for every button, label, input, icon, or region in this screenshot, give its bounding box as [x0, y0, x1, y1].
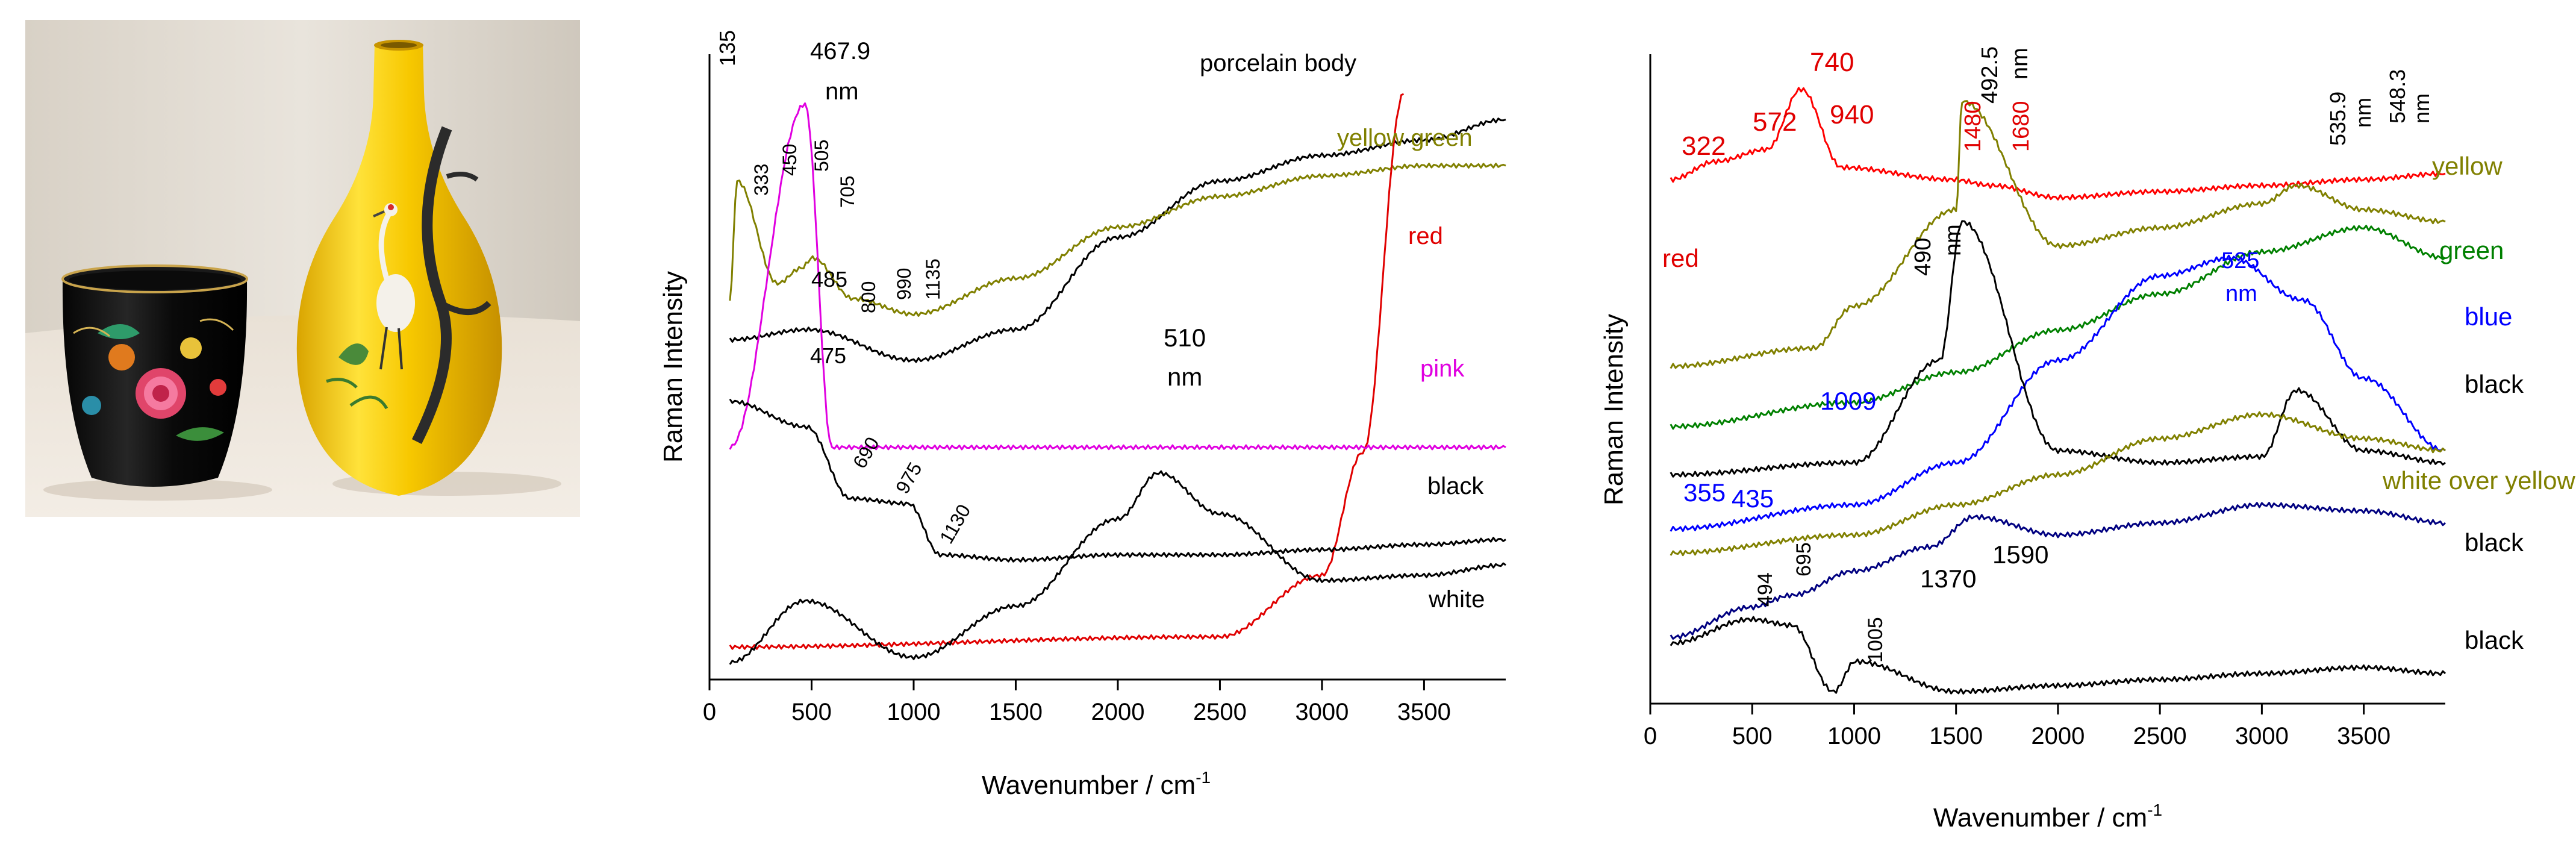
peak-690: 690: [849, 433, 884, 472]
x-tick-label: 1500: [989, 699, 1043, 725]
label-pink: pink: [1420, 355, 1465, 382]
peak-572: 572: [1753, 107, 1797, 137]
x-tick-label: 1000: [887, 699, 940, 725]
peak-548-3: 548.3: [2385, 69, 2410, 123]
series-line-porcelain-body: [729, 117, 1506, 363]
label-black-2: black: [2465, 528, 2524, 557]
yellow-vase: [296, 40, 502, 496]
peak-467-9: 467.9: [810, 38, 870, 64]
peak-492-5-unit: nm: [2007, 48, 2033, 80]
series-line-white: [729, 470, 1506, 665]
peak-492-5: 492.5: [1977, 46, 2003, 104]
peak-450: 450: [779, 144, 800, 176]
peak-705: 705: [837, 176, 858, 208]
label-white-over-yellow: white over yellow: [2382, 466, 2575, 495]
peak-975: 975: [891, 458, 926, 497]
series-line-green: [1670, 225, 2446, 430]
peak-322: 322: [1682, 131, 1726, 161]
x-axis-ticks: 0 500 1000 1500 2000 2500 3000 3500: [1644, 704, 2390, 749]
peak-505: 505: [811, 140, 832, 172]
label-green: green: [2439, 236, 2504, 264]
x-tick-label: 500: [791, 699, 832, 725]
peak-695: 695: [1792, 542, 1815, 577]
peak-490: 490: [1910, 238, 1936, 276]
x-tick-label: 3000: [2235, 723, 2289, 749]
label-black-1: black: [2465, 370, 2524, 398]
peak-494: 494: [1754, 572, 1777, 607]
black-cup: [61, 264, 248, 487]
x-tick-label: 1500: [1929, 723, 1983, 749]
series-group: [1670, 87, 2447, 695]
x-tick-label: 0: [703, 699, 716, 725]
peak-510-unit: nm: [1167, 363, 1202, 391]
peak-467-9-unit: nm: [825, 78, 859, 105]
series-line-pink: [729, 102, 1506, 451]
x-tick-label: 500: [1732, 723, 1773, 749]
peak-1009: 1009: [1820, 387, 1876, 415]
peak-1135: 1135: [922, 258, 944, 300]
series-line-black: [1670, 220, 2446, 478]
peak-740: 740: [1810, 48, 1854, 77]
y-axis-label: Raman Intensity: [658, 271, 688, 463]
x-axis-ticks: 0 500 1000 1500 2000 2500 3000 3500: [703, 680, 1451, 725]
x-tick-label: 2500: [2133, 723, 2187, 749]
x-tick-label: 3500: [1397, 699, 1451, 725]
peak-490-unit: nm: [1941, 224, 1966, 256]
chart-left: 0 500 1000 1500 2000 2500 3000 3500 Raman Inten…: [658, 30, 1506, 800]
series-group: [729, 93, 1506, 665]
peak-1590: 1590: [1992, 540, 2048, 569]
peak-535-9: 535.9: [2325, 92, 2350, 146]
series-line-yellow: [1670, 100, 2446, 369]
label-white: white: [1428, 586, 1485, 613]
label-black-3: black: [2465, 626, 2524, 654]
peak-1680: 1680: [2009, 101, 2034, 152]
chart-right: 0 500 1000 1500 2000 2500 3000 3500 Raman Inten…: [1599, 46, 2575, 833]
peak-1370: 1370: [1920, 564, 1976, 593]
x-axis-label: Wavenumber / cm-1: [1933, 801, 2162, 833]
y-axis-label: Raman Intensity: [1599, 314, 1629, 505]
label-blue: blue: [2465, 302, 2512, 331]
x-tick-label: 1000: [1827, 723, 1881, 749]
peak-548-3-unit: nm: [2409, 93, 2434, 123]
peak-333: 333: [750, 164, 772, 196]
peak-510: 510: [1164, 323, 1206, 352]
photo-illustration: [25, 20, 580, 517]
x-tick-label: 2000: [2031, 723, 2085, 749]
series-line-red: [729, 93, 1405, 650]
series-line-black: [1670, 616, 2447, 695]
peak-525-unit: nm: [2225, 281, 2257, 307]
peak-1130: 1130: [935, 501, 975, 548]
peak-1005: 1005: [1864, 617, 1887, 663]
series-line-blue: [1670, 254, 2446, 532]
peak-435: 435: [1732, 484, 1774, 513]
label-yellow-green: yellow green: [1337, 125, 1473, 151]
x-tick-label: 0: [1644, 723, 1657, 749]
peak-1480: 1480: [1960, 101, 1986, 152]
peak-800: 800: [858, 281, 879, 313]
label-yellow: yellow: [2432, 152, 2503, 180]
series-line-black: [729, 398, 1506, 563]
series-line-white-over-yellow: [1670, 411, 2446, 557]
x-axis-label: Wavenumber / cm-1: [982, 768, 1211, 800]
peak-535-9-unit: nm: [2351, 98, 2375, 128]
series-line-red: [1670, 87, 2446, 201]
peak-485: 485: [811, 267, 847, 292]
x-tick-label: 3000: [1295, 699, 1349, 725]
peak-475: 475: [810, 343, 846, 368]
label-red: red: [1408, 223, 1443, 249]
x-tick-label: 3500: [2337, 723, 2390, 749]
peak-990: 990: [893, 268, 915, 300]
peak-135: 135: [715, 30, 740, 66]
label-red: red: [1662, 244, 1699, 272]
peak-940: 940: [1830, 100, 1874, 130]
label-black: black: [1427, 473, 1484, 499]
series-line-black: [1670, 502, 2447, 640]
peak-525: 525: [2221, 248, 2259, 273]
x-tick-label: 2000: [1091, 699, 1144, 725]
peak-355: 355: [1683, 478, 1726, 507]
x-tick-label: 2500: [1193, 699, 1247, 725]
product-photo: [25, 20, 580, 517]
series-line-yellow-green: [729, 163, 1506, 317]
label-porcelain-body: porcelain body: [1200, 50, 1356, 77]
